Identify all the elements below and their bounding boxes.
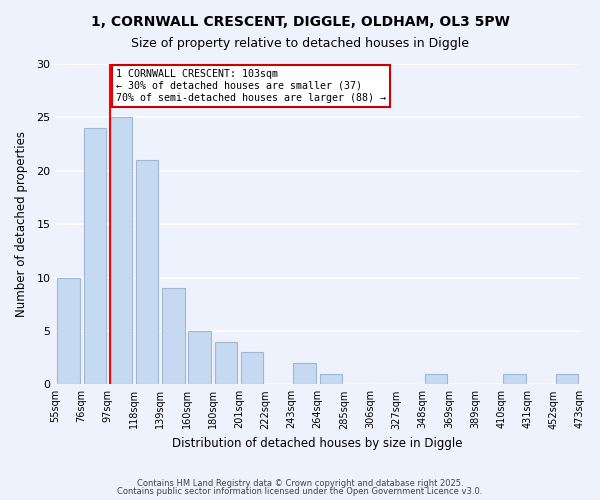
Bar [136, 160, 158, 384]
Text: 1 CORNWALL CRESCENT: 103sqm
← 30% of detached houses are smaller (37)
70% of sem: 1 CORNWALL CRESCENT: 103sqm ← 30% of det… [116, 70, 386, 102]
Bar [83, 128, 106, 384]
Bar [503, 374, 526, 384]
Bar [293, 363, 316, 384]
Bar [188, 331, 211, 384]
Bar [162, 288, 185, 384]
Bar [57, 278, 80, 384]
X-axis label: Distribution of detached houses by size in Diggle: Distribution of detached houses by size … [172, 437, 463, 450]
Y-axis label: Number of detached properties: Number of detached properties [15, 131, 28, 317]
Bar [425, 374, 447, 384]
Text: Size of property relative to detached houses in Diggle: Size of property relative to detached ho… [131, 38, 469, 51]
Bar [215, 342, 237, 384]
Text: Contains public sector information licensed under the Open Government Licence v3: Contains public sector information licen… [118, 487, 482, 496]
Bar [241, 352, 263, 384]
Bar [556, 374, 578, 384]
Text: 1, CORNWALL CRESCENT, DIGGLE, OLDHAM, OL3 5PW: 1, CORNWALL CRESCENT, DIGGLE, OLDHAM, OL… [91, 15, 509, 29]
Text: Contains HM Land Registry data © Crown copyright and database right 2025.: Contains HM Land Registry data © Crown c… [137, 478, 463, 488]
Bar [320, 374, 342, 384]
Bar [110, 118, 132, 384]
